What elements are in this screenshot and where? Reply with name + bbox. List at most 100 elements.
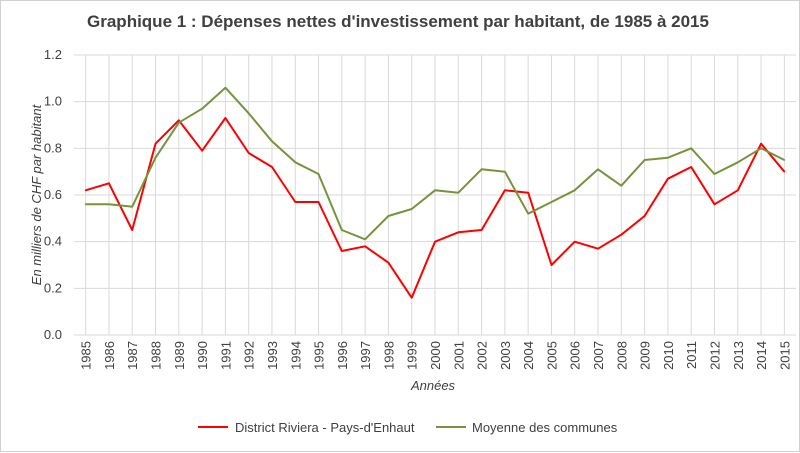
series-2-point bbox=[247, 112, 250, 115]
series-1-point bbox=[550, 264, 553, 266]
series-1-point bbox=[434, 240, 436, 243]
series-lines bbox=[84, 86, 786, 299]
series-1-point bbox=[410, 296, 413, 299]
x-tick-label: 2003 bbox=[498, 341, 513, 370]
x-tick-label: 1995 bbox=[312, 341, 327, 370]
series-2-point bbox=[271, 140, 273, 143]
series-2-point bbox=[457, 191, 460, 194]
x-tick-label: 2008 bbox=[614, 341, 629, 370]
series-1-point bbox=[573, 240, 576, 243]
series-1-point bbox=[783, 170, 786, 173]
series-1-point bbox=[317, 201, 320, 203]
series-2-point bbox=[597, 168, 599, 171]
series-2-point bbox=[364, 238, 366, 241]
x-tick-label: 2013 bbox=[731, 341, 746, 370]
series-1-point bbox=[131, 229, 134, 231]
x-tick-label: 1989 bbox=[172, 341, 187, 370]
x-tick-label: 2012 bbox=[707, 341, 722, 370]
x-tick-label: 2005 bbox=[544, 341, 559, 370]
series-2-point bbox=[573, 189, 576, 192]
x-tick-label: 1996 bbox=[335, 341, 350, 370]
series-2-point bbox=[480, 168, 483, 171]
legend-label-2: Moyenne des communes bbox=[472, 420, 618, 435]
series-2-point bbox=[434, 189, 436, 192]
series-1-point bbox=[341, 250, 343, 252]
series-1-point bbox=[84, 189, 87, 192]
series-1-point bbox=[178, 119, 180, 122]
chart-title: Graphique 1 : Dépenses nettes d'investis… bbox=[87, 12, 709, 31]
series-2-point bbox=[783, 159, 786, 161]
x-tick-label: 2004 bbox=[521, 341, 536, 370]
series-1-point bbox=[387, 261, 390, 264]
legend-label-1: District Riviera - Pays-d'Enhaut bbox=[235, 420, 415, 435]
series-2-point bbox=[387, 215, 390, 217]
series-1-point bbox=[667, 177, 669, 180]
series-2-point bbox=[643, 159, 646, 161]
x-tick-label: 2006 bbox=[568, 341, 583, 370]
x-tick-label: 2010 bbox=[661, 341, 676, 370]
x-tick-label: 1994 bbox=[288, 341, 303, 370]
series-2-point bbox=[713, 173, 716, 175]
x-tick-label: 1997 bbox=[358, 341, 373, 370]
series-1-point bbox=[480, 229, 483, 231]
series-1-point bbox=[201, 149, 203, 152]
series-2-point bbox=[760, 147, 762, 150]
x-tick-label: 1988 bbox=[149, 341, 164, 370]
series-2-point bbox=[178, 121, 180, 124]
series-2-point bbox=[410, 208, 413, 210]
series-1-point bbox=[108, 182, 110, 185]
x-tick-label: 2009 bbox=[638, 341, 653, 370]
y-tick-label: 0.0 bbox=[44, 327, 62, 342]
series-1-point bbox=[736, 189, 739, 192]
series-2-point bbox=[527, 212, 529, 215]
series-1-point bbox=[271, 166, 273, 168]
x-tick-label: 1992 bbox=[242, 341, 257, 370]
series-2-point bbox=[201, 107, 203, 110]
y-tick-label: 0.2 bbox=[44, 280, 62, 295]
series-1-point bbox=[597, 247, 599, 250]
series-2-point bbox=[736, 161, 739, 164]
y-tick-label: 1.0 bbox=[44, 94, 62, 109]
series-2-point bbox=[317, 173, 320, 175]
gridlines bbox=[74, 54, 796, 336]
x-tick-label: 1999 bbox=[405, 341, 420, 370]
series-2-point bbox=[690, 147, 692, 150]
series-1-point bbox=[760, 142, 762, 145]
series-2-point bbox=[550, 201, 553, 203]
y-tick-label: 0.8 bbox=[44, 140, 62, 155]
series-1-point bbox=[527, 191, 529, 194]
y-tick-label: 0.6 bbox=[44, 187, 62, 202]
series-2-point bbox=[131, 205, 134, 208]
series-1-point bbox=[294, 201, 297, 203]
series-2-point bbox=[294, 161, 297, 164]
series-1-point bbox=[643, 215, 646, 217]
series-2-point bbox=[108, 203, 110, 206]
series-2-point bbox=[504, 170, 506, 173]
x-tick-label: 2015 bbox=[777, 341, 792, 370]
x-tick-label: 1986 bbox=[102, 341, 117, 370]
series-1-point bbox=[713, 203, 716, 206]
x-tick-label: 2011 bbox=[684, 341, 699, 369]
y-axis-label: En milliers de CHF par habitant bbox=[29, 103, 44, 285]
series-2-point bbox=[224, 86, 227, 89]
x-tick-label: 2007 bbox=[591, 341, 606, 370]
x-axis-label: Années bbox=[410, 378, 456, 393]
y-tick-label: 0.4 bbox=[44, 234, 62, 249]
series-1-point bbox=[154, 142, 157, 145]
x-tick-label: 2001 bbox=[451, 341, 466, 370]
series-1-point bbox=[224, 117, 227, 119]
series-1-point bbox=[457, 231, 460, 234]
y-tick-label: 1.2 bbox=[44, 47, 62, 62]
x-tick-label: 2002 bbox=[475, 341, 490, 370]
x-tick-label: 1993 bbox=[265, 341, 280, 370]
x-tick-label: 1998 bbox=[381, 341, 396, 370]
series-1-point bbox=[364, 245, 366, 248]
series-2-point bbox=[341, 229, 343, 231]
series-2-point bbox=[154, 156, 157, 159]
x-tick-label: 1987 bbox=[125, 341, 140, 370]
x-tick-label: 1990 bbox=[195, 341, 210, 370]
series-1-point bbox=[504, 189, 506, 192]
series-1-point bbox=[690, 166, 692, 168]
